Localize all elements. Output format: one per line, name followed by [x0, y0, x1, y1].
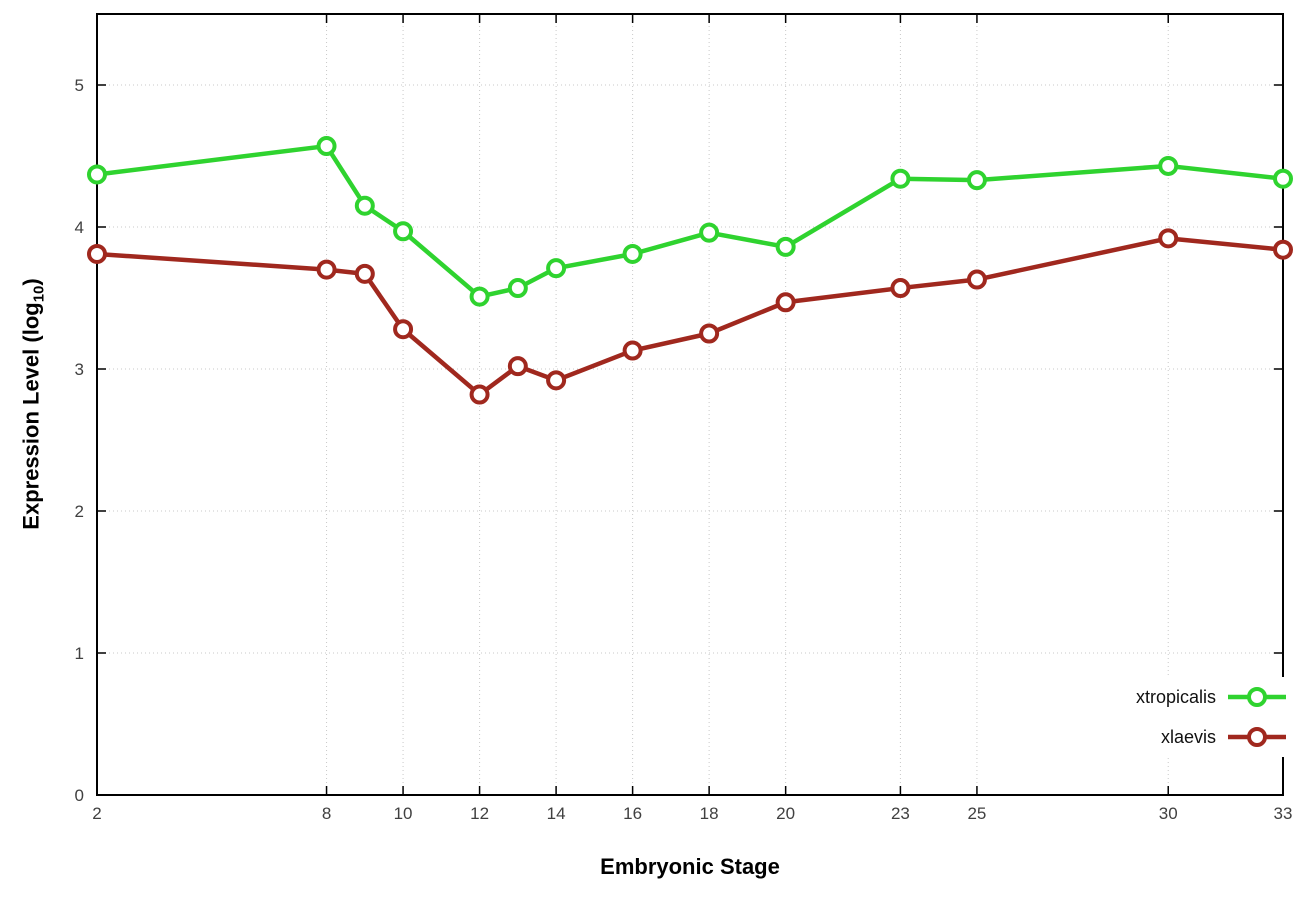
legend-label-xlaevis: xlaevis — [1160, 726, 1216, 747]
data-point-xtropicalis — [546, 258, 567, 279]
y-tick-label: 1 — [75, 644, 84, 663]
data-point-xtropicalis — [354, 195, 375, 216]
series-line-xlaevis — [94, 236, 1286, 397]
data-point-xlaevis — [699, 323, 720, 344]
y-tick-label: 2 — [75, 502, 84, 521]
legend-line-sample-xtropicalis — [1228, 687, 1286, 707]
data-point-xlaevis — [890, 278, 911, 299]
legend-line-sample-xlaevis — [1228, 727, 1286, 747]
x-tick-label: 33 — [1274, 804, 1293, 823]
x-tick-label: 30 — [1159, 804, 1178, 823]
x-tick-label: 25 — [967, 804, 986, 823]
data-point-xtropicalis — [890, 168, 911, 189]
legend-label-xtropicalis: xtropicalis — [1135, 686, 1216, 707]
x-tick-label: 18 — [700, 804, 719, 823]
x-tick-label: 14 — [547, 804, 566, 823]
data-point-xlaevis — [469, 384, 490, 405]
data-point-xlaevis — [507, 356, 528, 377]
y-tick-label: 5 — [75, 76, 84, 95]
data-point-xtropicalis — [469, 286, 490, 307]
data-point-xtropicalis — [966, 170, 987, 191]
x-axis-title: Embryonic Stage — [600, 854, 780, 879]
y-axis-title-subscript: 10 — [30, 285, 48, 303]
data-point-xtropicalis — [87, 164, 107, 185]
data-point-xlaevis — [622, 340, 643, 361]
data-point-xlaevis — [1158, 228, 1179, 249]
x-tick-label: 8 — [322, 804, 331, 823]
y-axis-title: Expression Level (log10) — [18, 278, 47, 529]
data-point-xtropicalis — [775, 236, 796, 257]
data-point-xtropicalis — [1273, 168, 1293, 189]
y-tick-label: 3 — [75, 360, 84, 379]
x-tick-label: 20 — [776, 804, 795, 823]
data-point-xlaevis — [1273, 239, 1293, 260]
data-point-xlaevis — [966, 269, 987, 290]
data-point-xtropicalis — [1158, 155, 1179, 176]
legend: xtropicalis xlaevis — [1135, 677, 1288, 757]
x-tick-label: 16 — [623, 804, 642, 823]
legend-item-xlaevis: xlaevis — [1136, 717, 1288, 757]
y-tick-label: 4 — [75, 218, 84, 237]
data-point-xtropicalis — [393, 221, 414, 242]
data-point-xlaevis — [546, 370, 567, 391]
plot-border — [96, 13, 1284, 796]
y-axis-title-suffix: ) — [18, 278, 44, 286]
data-point-xtropicalis — [507, 278, 528, 299]
data-point-xlaevis — [354, 263, 375, 284]
data-point-xtropicalis — [622, 243, 643, 264]
y-axis-title-text: Expression Level (log — [18, 302, 44, 530]
legend-item-xtropicalis: xtropicalis — [1136, 677, 1288, 717]
x-tick-label: 10 — [394, 804, 413, 823]
x-tick-label: 2 — [92, 804, 101, 823]
data-point-xtropicalis — [699, 222, 720, 243]
data-point-xlaevis — [393, 319, 414, 340]
data-point-xtropicalis — [316, 136, 337, 157]
data-point-xlaevis — [87, 243, 107, 264]
y-tick-label: 0 — [75, 786, 84, 805]
data-point-xlaevis — [316, 259, 337, 280]
x-tick-label: 23 — [891, 804, 910, 823]
data-point-xlaevis — [775, 292, 796, 313]
x-tick-label: 12 — [470, 804, 489, 823]
